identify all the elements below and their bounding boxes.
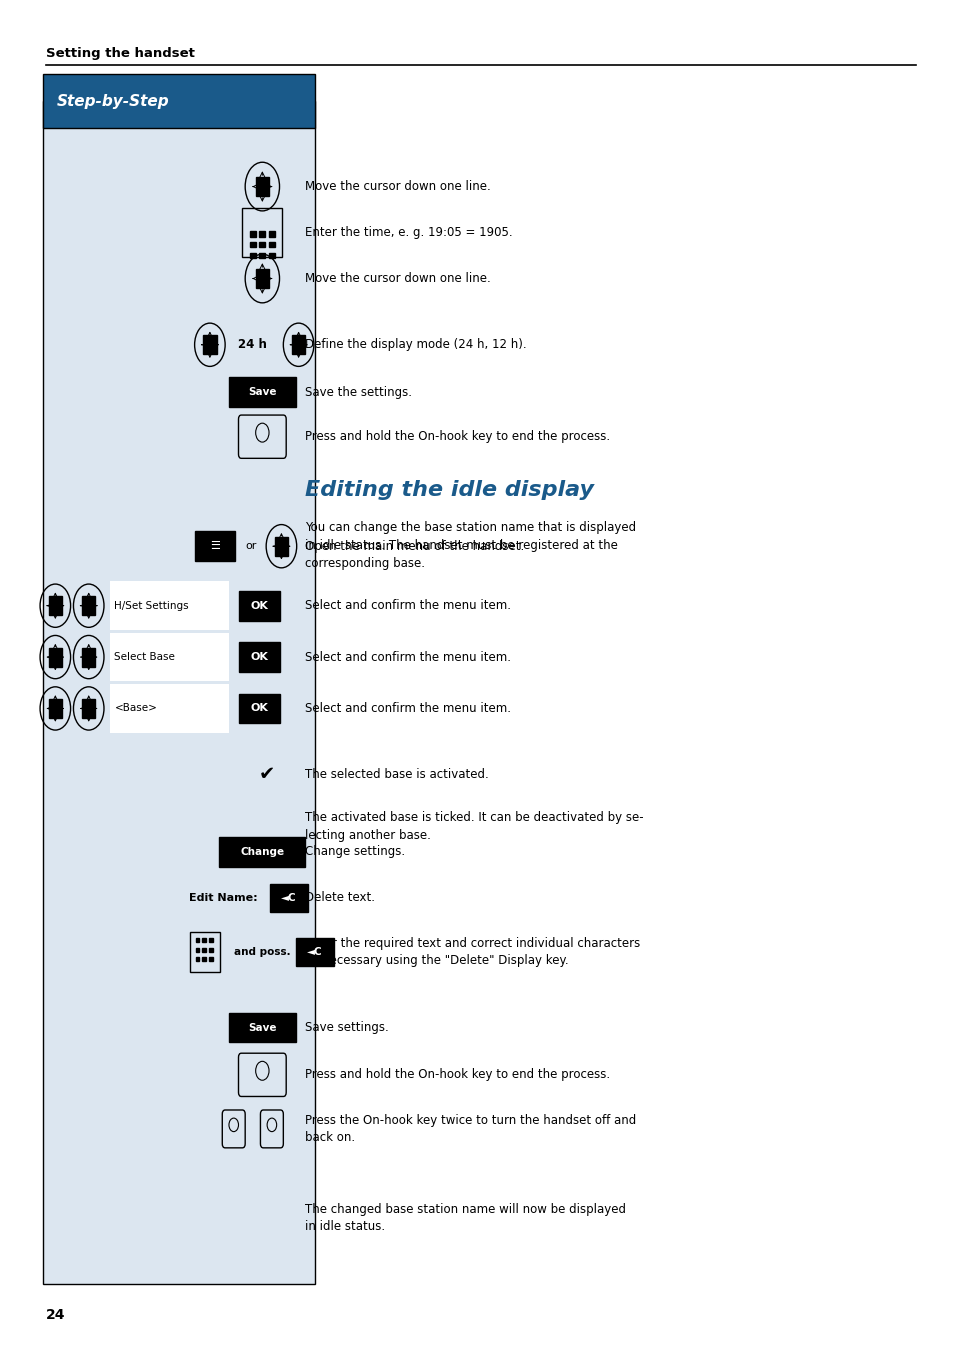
FancyBboxPatch shape [239, 591, 279, 621]
Bar [195, 948, 199, 952]
Text: 24 h: 24 h [238, 338, 267, 352]
Bar [292, 335, 305, 354]
FancyBboxPatch shape [43, 101, 314, 1284]
Bar [49, 596, 62, 615]
Text: Save the settings.: Save the settings. [305, 385, 412, 399]
Bar [195, 957, 199, 961]
Text: Setting the handset: Setting the handset [46, 47, 194, 61]
FancyBboxPatch shape [295, 938, 334, 965]
Bar [255, 269, 269, 288]
Text: ◄C: ◄C [281, 892, 296, 903]
Text: or: or [245, 541, 256, 552]
Bar [269, 253, 274, 258]
Text: Select Base: Select Base [114, 652, 175, 662]
Bar [250, 253, 255, 258]
Bar [202, 957, 206, 961]
Text: ✔: ✔ [258, 765, 275, 784]
Text: The activated base is ticked. It can be deactivated by se-
lecting another base.: The activated base is ticked. It can be … [305, 811, 643, 842]
Text: Press the On-hook key twice to turn the handset off and
back on.: Press the On-hook key twice to turn the … [305, 1114, 636, 1144]
Text: ◄C: ◄C [307, 946, 322, 957]
Text: OK: OK [251, 600, 268, 611]
Bar [49, 648, 62, 667]
Bar [259, 242, 265, 247]
Bar [274, 537, 288, 556]
Text: Press and hold the On-hook key to end the process.: Press and hold the On-hook key to end th… [305, 430, 610, 443]
Text: You can change the base station name that is displayed
in idle status. The hands: You can change the base station name tha… [305, 521, 636, 569]
Text: Change: Change [240, 846, 284, 857]
Text: Edit Name:: Edit Name: [189, 892, 257, 903]
Bar [209, 938, 213, 942]
Text: Move the cursor down one line.: Move the cursor down one line. [305, 180, 491, 193]
Text: ☰: ☰ [210, 541, 219, 552]
Text: Select and confirm the menu item.: Select and confirm the menu item. [305, 702, 511, 715]
Text: Save: Save [248, 1022, 276, 1033]
FancyBboxPatch shape [219, 837, 305, 867]
Bar [269, 242, 274, 247]
Bar [259, 231, 265, 237]
Text: Change settings.: Change settings. [305, 845, 405, 859]
Text: 24: 24 [46, 1309, 65, 1322]
Text: H/Set Settings: H/Set Settings [114, 600, 189, 611]
Text: Delete text.: Delete text. [305, 891, 375, 904]
FancyBboxPatch shape [110, 581, 229, 630]
Text: OK: OK [251, 703, 268, 714]
Bar [202, 938, 206, 942]
Bar [255, 177, 269, 196]
Text: Save settings.: Save settings. [305, 1021, 389, 1034]
Text: and poss.: and poss. [233, 946, 291, 957]
Text: Save: Save [248, 387, 276, 397]
Text: Select and confirm the menu item.: Select and confirm the menu item. [305, 650, 511, 664]
FancyBboxPatch shape [110, 684, 229, 733]
FancyBboxPatch shape [229, 377, 295, 407]
FancyBboxPatch shape [239, 642, 279, 672]
Text: Step-by-Step: Step-by-Step [57, 93, 170, 110]
Text: Editing the idle display: Editing the idle display [305, 480, 594, 500]
Text: Enter the time, e. g. 19:05 = 1905.: Enter the time, e. g. 19:05 = 1905. [305, 226, 513, 239]
Bar [82, 596, 95, 615]
FancyBboxPatch shape [229, 1013, 295, 1042]
Text: Select and confirm the menu item.: Select and confirm the menu item. [305, 599, 511, 612]
Bar [259, 253, 265, 258]
FancyBboxPatch shape [43, 74, 314, 128]
Bar [209, 948, 213, 952]
FancyBboxPatch shape [239, 694, 279, 723]
Text: OK: OK [251, 652, 268, 662]
Text: Move the cursor down one line.: Move the cursor down one line. [305, 272, 491, 285]
Bar [49, 699, 62, 718]
Text: <Base>: <Base> [114, 703, 157, 714]
Text: Open the main menu of the handset.: Open the main menu of the handset. [305, 539, 524, 553]
Bar [202, 948, 206, 952]
Bar [82, 648, 95, 667]
Text: Define the display mode (24 h, 12 h).: Define the display mode (24 h, 12 h). [305, 338, 526, 352]
Bar [269, 231, 274, 237]
FancyBboxPatch shape [270, 884, 308, 911]
Bar [250, 231, 255, 237]
FancyBboxPatch shape [194, 531, 234, 561]
Text: The selected base is activated.: The selected base is activated. [305, 768, 489, 781]
Bar [209, 957, 213, 961]
Bar [82, 699, 95, 718]
Text: Enter the required text and correct individual characters
as necessary using the: Enter the required text and correct indi… [305, 937, 639, 967]
Bar [203, 335, 216, 354]
Text: Press and hold the On-hook key to end the process.: Press and hold the On-hook key to end th… [305, 1068, 610, 1082]
Text: The changed base station name will now be displayed
in idle status.: The changed base station name will now b… [305, 1203, 625, 1233]
Bar [195, 938, 199, 942]
FancyBboxPatch shape [110, 633, 229, 681]
Bar [250, 242, 255, 247]
